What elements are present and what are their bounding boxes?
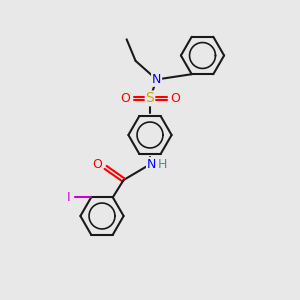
Text: O: O: [120, 92, 130, 105]
Text: N: N: [152, 73, 161, 86]
Text: S: S: [146, 92, 154, 105]
Text: I: I: [66, 191, 70, 204]
Text: H: H: [158, 158, 167, 171]
Text: N: N: [147, 158, 156, 171]
Text: O: O: [170, 92, 180, 105]
Text: O: O: [92, 158, 102, 171]
